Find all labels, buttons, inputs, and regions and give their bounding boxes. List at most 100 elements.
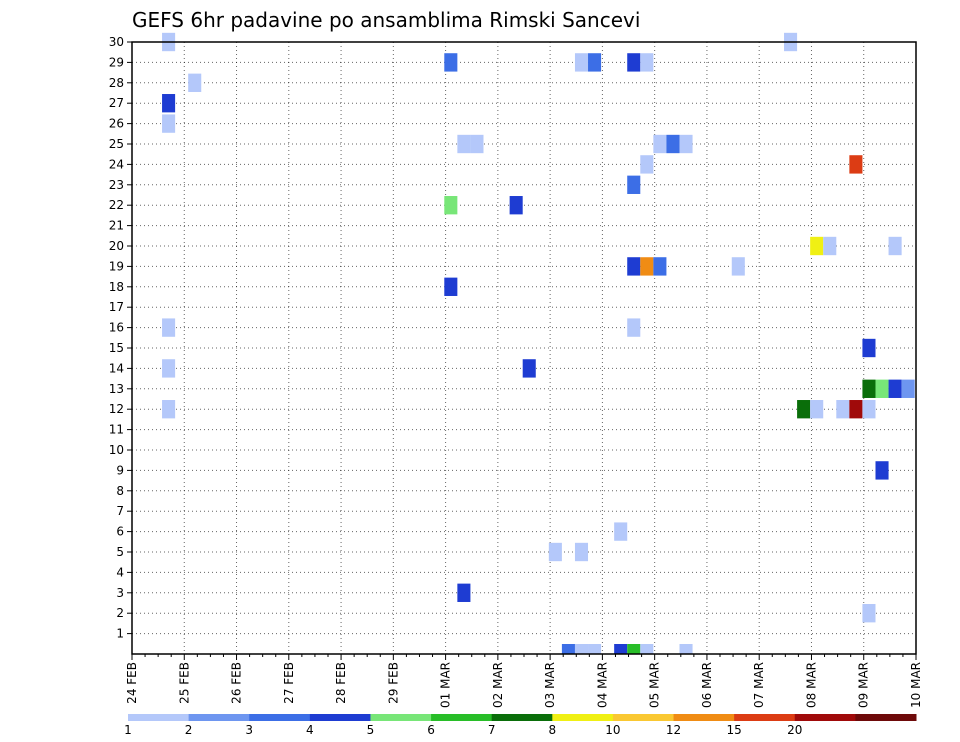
- data-cell: [457, 134, 471, 154]
- legend-swatch: [249, 714, 311, 721]
- data-cell: [627, 318, 641, 337]
- data-cell: [875, 379, 889, 398]
- bottom-strip-cell: [627, 644, 641, 654]
- data-cell: [640, 257, 654, 276]
- y-tick-label: 20: [109, 239, 124, 253]
- y-tick-label: 8: [116, 484, 124, 498]
- data-cell: [888, 379, 902, 398]
- data-cell: [162, 114, 176, 133]
- legend-label: 3: [245, 723, 253, 737]
- data-cell: [509, 196, 523, 215]
- y-tick-label: 9: [116, 463, 124, 477]
- x-tick-label: 10 MAR: [909, 662, 923, 708]
- data-cell: [574, 53, 589, 72]
- y-tick-label: 12: [109, 402, 124, 416]
- data-cell: [162, 359, 176, 378]
- y-tick-label: 7: [116, 504, 124, 518]
- y-tick-label: 28: [109, 76, 124, 90]
- x-tick-label: 29 FEB: [386, 662, 400, 704]
- x-tick-label: 27 FEB: [282, 662, 296, 704]
- y-tick-label: 3: [116, 586, 124, 600]
- data-cell: [444, 277, 458, 296]
- data-cell: [797, 400, 811, 419]
- legend-label: 20: [787, 723, 802, 737]
- bottom-strip-cell: [561, 644, 575, 654]
- x-tick-label: 04 MAR: [595, 662, 609, 708]
- legend-label: 8: [548, 723, 556, 737]
- data-cell: [640, 155, 654, 174]
- data-cell: [444, 53, 458, 72]
- data-cell: [574, 542, 589, 562]
- data-cell: [588, 53, 602, 72]
- bottom-strip-cell: [614, 644, 628, 654]
- data-cell: [444, 196, 458, 215]
- x-tick-label: 05 MAR: [648, 662, 662, 708]
- legend-label: 1: [124, 723, 132, 737]
- legend-swatch: [673, 714, 735, 721]
- legend-label: 10: [605, 723, 620, 737]
- y-tick-label: 22: [109, 198, 124, 212]
- legend-swatch: [431, 714, 493, 721]
- x-tick-label: 24 FEB: [125, 662, 139, 704]
- y-tick-label: 16: [109, 321, 124, 335]
- data-cell: [836, 400, 850, 419]
- data-cell: [614, 522, 628, 541]
- data-cell: [162, 94, 176, 113]
- y-tick-label: 21: [109, 219, 124, 233]
- legend-swatch: [188, 714, 250, 721]
- data-cell: [162, 400, 176, 419]
- bottom-strip-cell: [640, 644, 654, 654]
- data-cell: [653, 257, 667, 276]
- y-tick-label: 18: [109, 280, 124, 294]
- data-cell: [810, 400, 824, 419]
- data-cell: [470, 134, 484, 154]
- y-tick-label: 25: [109, 137, 124, 151]
- y-tick-label: 6: [116, 525, 124, 539]
- y-tick-label: 15: [109, 341, 124, 355]
- x-tick-label: 09 MAR: [857, 662, 871, 708]
- data-cell: [849, 155, 863, 174]
- legend-swatch: [734, 714, 796, 721]
- bottom-strip-cell: [588, 644, 602, 654]
- y-tick-label: 2: [116, 606, 124, 620]
- data-cell: [679, 134, 693, 154]
- x-tick-label: 01 MAR: [439, 662, 453, 708]
- chart-title: GEFS 6hr padavine po ansamblima Rimski S…: [132, 8, 640, 32]
- legend-label: 6: [427, 723, 435, 737]
- x-tick-label: 25 FEB: [177, 662, 191, 704]
- data-cell: [627, 53, 641, 72]
- legend-swatch: [128, 714, 190, 721]
- y-tick-label: 29: [109, 55, 124, 69]
- legend-label: 15: [727, 723, 742, 737]
- y-tick-label: 24: [109, 157, 124, 171]
- legend-label: 7: [488, 723, 496, 737]
- data-cell: [731, 257, 745, 276]
- data-cell: [522, 359, 536, 378]
- legend-label: 4: [306, 723, 314, 737]
- y-tick-label: 27: [109, 96, 124, 110]
- y-tick-label: 13: [109, 382, 124, 396]
- x-tick-label: 28 FEB: [334, 662, 348, 704]
- y-tick-label: 14: [109, 361, 124, 375]
- data-cell: [162, 318, 176, 337]
- color-legend: 1 2 3 4 5 6 7 8 10 12 15 20: [124, 714, 917, 737]
- legend-label: 12: [666, 723, 681, 737]
- y-tick-label: 11: [109, 423, 124, 437]
- y-tick-label: 17: [109, 300, 124, 314]
- y-tick-label: 19: [109, 259, 124, 273]
- data-cell: [862, 379, 876, 398]
- x-tick-label: 03 MAR: [543, 662, 557, 708]
- legend-swatch: [370, 714, 432, 721]
- y-axis: 1234567891011121314151617181920212223242…: [109, 35, 132, 641]
- data-cell: [862, 604, 876, 623]
- data-cell: [653, 134, 667, 154]
- data-cell: [188, 73, 202, 92]
- legend-label: 5: [367, 723, 375, 737]
- data-cell: [862, 338, 876, 358]
- legend-label: 2: [185, 723, 193, 737]
- bottom-strip-cell: [679, 644, 693, 654]
- legend-swatch: [794, 714, 856, 721]
- y-tick-label: 10: [109, 443, 124, 457]
- data-cell: [548, 542, 562, 562]
